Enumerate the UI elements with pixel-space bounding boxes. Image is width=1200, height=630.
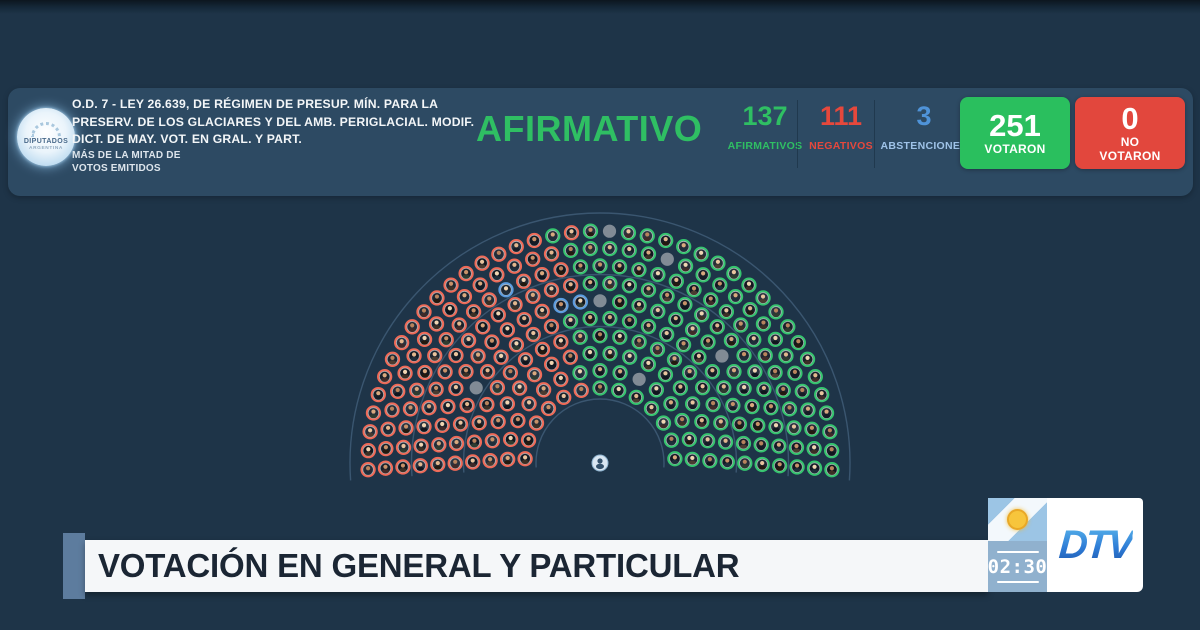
channel-logo-box: DTV — [1047, 498, 1143, 592]
not-voted-value: 0 — [1121, 101, 1139, 136]
hemicycle-arc-icon — [31, 122, 61, 137]
voted-total-value: 251 — [989, 108, 1041, 143]
sun-icon — [1007, 509, 1028, 530]
affirmative-count: 137 — [742, 101, 788, 131]
broadcast-timer: 02:30 — [988, 541, 1047, 592]
not-voted-label: VOTARON — [1099, 149, 1161, 163]
affirmative-counter: 137 AFIRMATIVOS — [715, 101, 815, 152]
majority-rule-line: VOTOS EMITIDOS — [72, 162, 161, 174]
counter-divider — [874, 100, 875, 168]
banner-accent-bar — [63, 533, 85, 599]
abstention-count: 3 — [916, 101, 932, 131]
banner-title: VOTACIÓN EN GENERAL Y PARTICULAR — [98, 547, 740, 584]
not-voted-box: 0 NO VOTARON — [1075, 97, 1185, 169]
affirmative-count-label: AFIRMATIVOS — [727, 140, 803, 152]
voted-total-label: VOTARON — [984, 142, 1046, 156]
logo-title: DIPUTADOS — [23, 138, 69, 145]
diputados-logo: DIPUTADOS ARGENTINA — [17, 108, 75, 166]
top-shade-strip — [0, 0, 1200, 14]
voted-total-box: 251 VOTARON — [960, 97, 1070, 169]
dtv-channel-logo: DTV — [1057, 522, 1133, 567]
motion-title-line: DICT. DE MAY. VOT. EN GRAL. Y PART. — [72, 132, 303, 146]
vote-result-label: AFIRMATIVO — [476, 108, 703, 149]
abstention-count-label: ABSTENCIONES — [880, 140, 968, 152]
counter-divider — [797, 100, 798, 168]
timer-divider-top — [996, 550, 1039, 553]
lower-third-banner: VOTACIÓN EN GENERAL Y PARTICULAR — [85, 540, 988, 592]
logo-subtitle: ARGENTINA — [29, 146, 63, 151]
abstention-counter: 3 ABSTENCIONES — [876, 101, 972, 152]
motion-title-line: O.D. 7 - LEY 26.639, DE RÉGIMEN DE PRESU… — [72, 97, 439, 111]
argentina-flag-icon — [988, 498, 1047, 541]
negative-count-label: NEGATIVOS — [809, 140, 873, 152]
motion-title-block: O.D. 7 - LEY 26.639, DE RÉGIMEN DE PRESU… — [72, 96, 492, 175]
negative-counter: 111 NEGATIVOS — [801, 101, 881, 152]
timer-value: 02:30 — [987, 555, 1048, 578]
not-voted-label: NO — [1120, 135, 1140, 149]
results-header-bar: DIPUTADOS ARGENTINA O.D. 7 - LEY 26.639,… — [8, 88, 1193, 196]
majority-rule-line: MÁS DE LA MITAD DE — [72, 149, 181, 161]
timer-divider-bottom — [996, 580, 1039, 583]
motion-title-line: PRESERV. DE LOS GLACIARES Y DEL AMB. PER… — [72, 114, 475, 129]
negative-count: 111 — [819, 101, 863, 131]
